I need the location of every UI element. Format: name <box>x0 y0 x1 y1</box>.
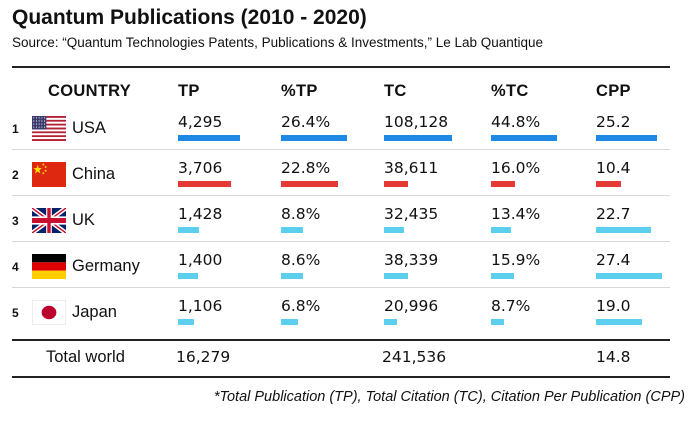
value-tp-pct: 22.8% <box>281 159 331 177</box>
value-tc-pct: 44.8% <box>491 113 541 131</box>
bar-tp <box>178 181 231 187</box>
value-tc: 32,435 <box>384 205 439 223</box>
value-tp-pct: 26.4% <box>281 113 331 131</box>
bar-tp <box>178 273 198 279</box>
country-name: UK <box>72 211 95 229</box>
rank-number: 2 <box>12 168 19 182</box>
table-top-rule <box>12 66 670 68</box>
bar-tp-pct <box>281 135 347 141</box>
bar-tc <box>384 227 404 233</box>
bar-cpp <box>596 181 621 187</box>
bar-tp <box>178 319 194 325</box>
source-note: Source: “Quantum Technologies Patents, P… <box>12 35 544 50</box>
value-tc-pct: 8.7% <box>491 297 531 315</box>
bar-tp-pct <box>281 181 338 187</box>
value-tp: 1,428 <box>178 205 223 223</box>
table-bottom-rule <box>12 376 670 378</box>
japan-flag-icon <box>31 299 67 326</box>
header-tp-pct: %TP <box>281 82 318 100</box>
value-cpp: 10.4 <box>596 159 631 177</box>
bar-tp-pct <box>281 319 298 325</box>
value-tc-pct: 13.4% <box>491 205 541 223</box>
row-divider <box>12 149 670 150</box>
country-name: China <box>72 165 116 183</box>
rank-number: 5 <box>12 306 19 320</box>
country-name: Japan <box>72 303 117 321</box>
value-tc-pct: 16.0% <box>491 159 541 177</box>
germany-flag-icon <box>32 254 66 279</box>
value-cpp: 22.7 <box>596 205 631 223</box>
header-country: COUNTRY <box>48 82 132 100</box>
total-tp: 16,279 <box>176 348 231 366</box>
bar-tc <box>384 181 408 187</box>
bar-tc <box>384 319 397 325</box>
chart-title: Quantum Publications (2010 - 2020) <box>12 6 367 29</box>
bar-cpp <box>596 273 662 279</box>
bar-cpp <box>596 319 642 325</box>
country-name: Germany <box>72 257 140 275</box>
usa-flag-icon <box>32 116 66 141</box>
table-total-rule <box>12 339 670 341</box>
footnote: *Total Publication (TP), Total Citation … <box>213 389 685 405</box>
value-tp: 1,106 <box>178 297 223 315</box>
header-tc: TC <box>384 82 407 100</box>
row-divider <box>12 241 670 242</box>
bar-cpp <box>596 135 657 141</box>
bar-tc <box>384 135 452 141</box>
bar-tp-pct <box>281 227 303 233</box>
header-cpp: CPP <box>596 82 631 100</box>
value-tp: 1,400 <box>178 251 223 269</box>
total-world-label: Total world <box>46 348 125 366</box>
bar-tp <box>178 227 199 233</box>
value-tp-pct: 8.6% <box>281 251 321 269</box>
country-name: USA <box>72 119 106 137</box>
rank-number: 3 <box>12 214 19 228</box>
value-tp-pct: 6.8% <box>281 297 321 315</box>
bar-tc-pct <box>491 319 504 325</box>
value-tc: 20,996 <box>384 297 439 315</box>
value-cpp: 19.0 <box>596 297 631 315</box>
bar-tp-pct <box>281 273 303 279</box>
value-tc: 38,611 <box>384 159 439 177</box>
row-divider <box>12 195 670 196</box>
value-tc: 38,339 <box>384 251 439 269</box>
bar-cpp <box>596 227 651 233</box>
uk-flag-icon <box>31 205 67 236</box>
value-tp: 4,295 <box>178 113 223 131</box>
rank-number: 4 <box>12 260 19 274</box>
bar-tc-pct <box>491 273 514 279</box>
bar-tc <box>384 273 408 279</box>
bar-tc-pct <box>491 135 557 141</box>
total-cpp: 14.8 <box>596 348 631 366</box>
china-flag-icon <box>32 162 66 187</box>
rank-number: 1 <box>12 122 19 136</box>
row-divider <box>12 287 670 288</box>
value-cpp: 25.2 <box>596 113 631 131</box>
bar-tc-pct <box>491 181 515 187</box>
total-tc: 241,536 <box>382 348 447 366</box>
bar-tc-pct <box>491 227 511 233</box>
value-tp-pct: 8.8% <box>281 205 321 223</box>
value-cpp: 27.4 <box>596 251 631 269</box>
value-tp: 3,706 <box>178 159 223 177</box>
value-tc: 108,128 <box>384 113 449 131</box>
bar-tp <box>178 135 240 141</box>
value-tc-pct: 15.9% <box>491 251 541 269</box>
header-tp: TP <box>178 82 200 100</box>
header-tc-pct: %TC <box>491 82 529 100</box>
